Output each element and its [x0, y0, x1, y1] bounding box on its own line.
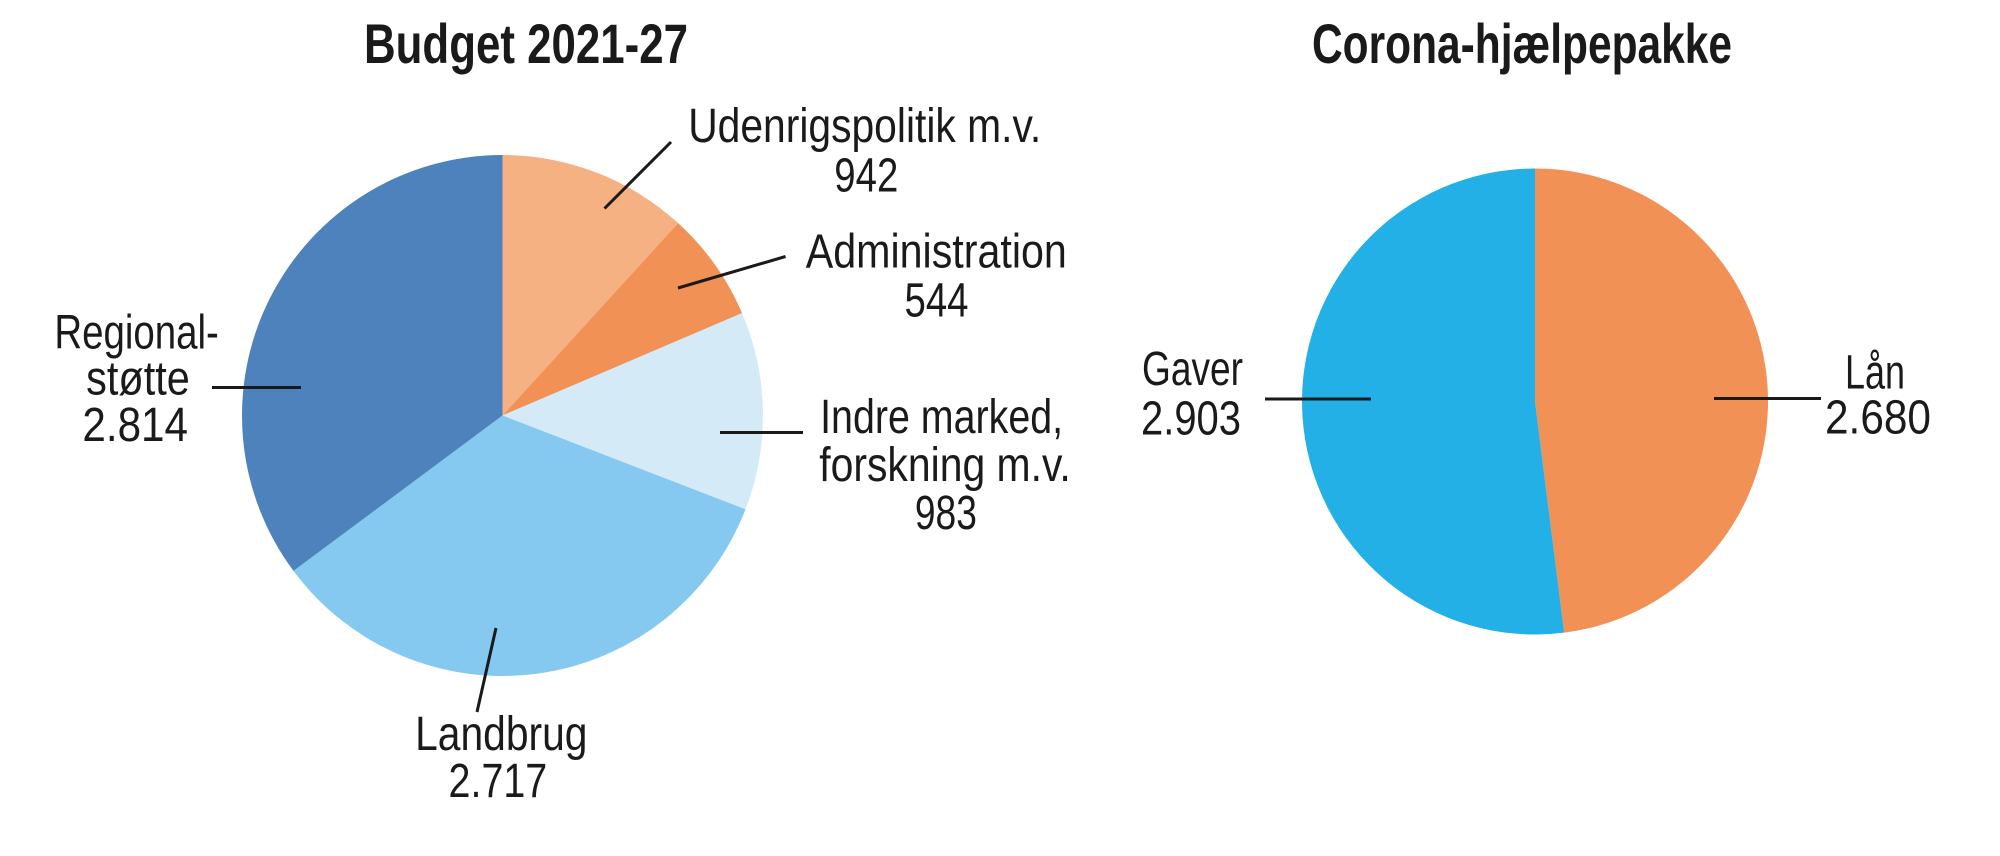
svg-text:forskning m.v.: forskning m.v. — [819, 439, 1071, 492]
svg-text:Udenrigspolitik m.v.: Udenrigspolitik m.v. — [688, 100, 1041, 153]
svg-text:544: 544 — [905, 274, 969, 327]
svg-text:983: 983 — [915, 487, 977, 540]
svg-text:Regional-: Regional- — [54, 307, 219, 360]
svg-text:942: 942 — [834, 150, 898, 203]
svg-text:2.680: 2.680 — [1825, 392, 1931, 445]
svg-text:Gaver: Gaver — [1142, 343, 1243, 396]
svg-text:Lån: Lån — [1845, 346, 1905, 399]
svg-text:Indre marked,: Indre marked, — [820, 391, 1063, 444]
svg-text:2.814: 2.814 — [82, 399, 188, 452]
svg-text:Corona-hjælpepakke: Corona-hjælpepakke — [1312, 12, 1732, 75]
svg-text:støtte: støtte — [86, 352, 190, 405]
svg-text:2.903: 2.903 — [1141, 393, 1241, 446]
svg-text:Budget 2021-27: Budget 2021-27 — [364, 12, 688, 75]
svg-text:Landbrug: Landbrug — [415, 708, 587, 761]
svg-text:2.717: 2.717 — [449, 755, 548, 808]
svg-text:Administration: Administration — [806, 226, 1067, 279]
